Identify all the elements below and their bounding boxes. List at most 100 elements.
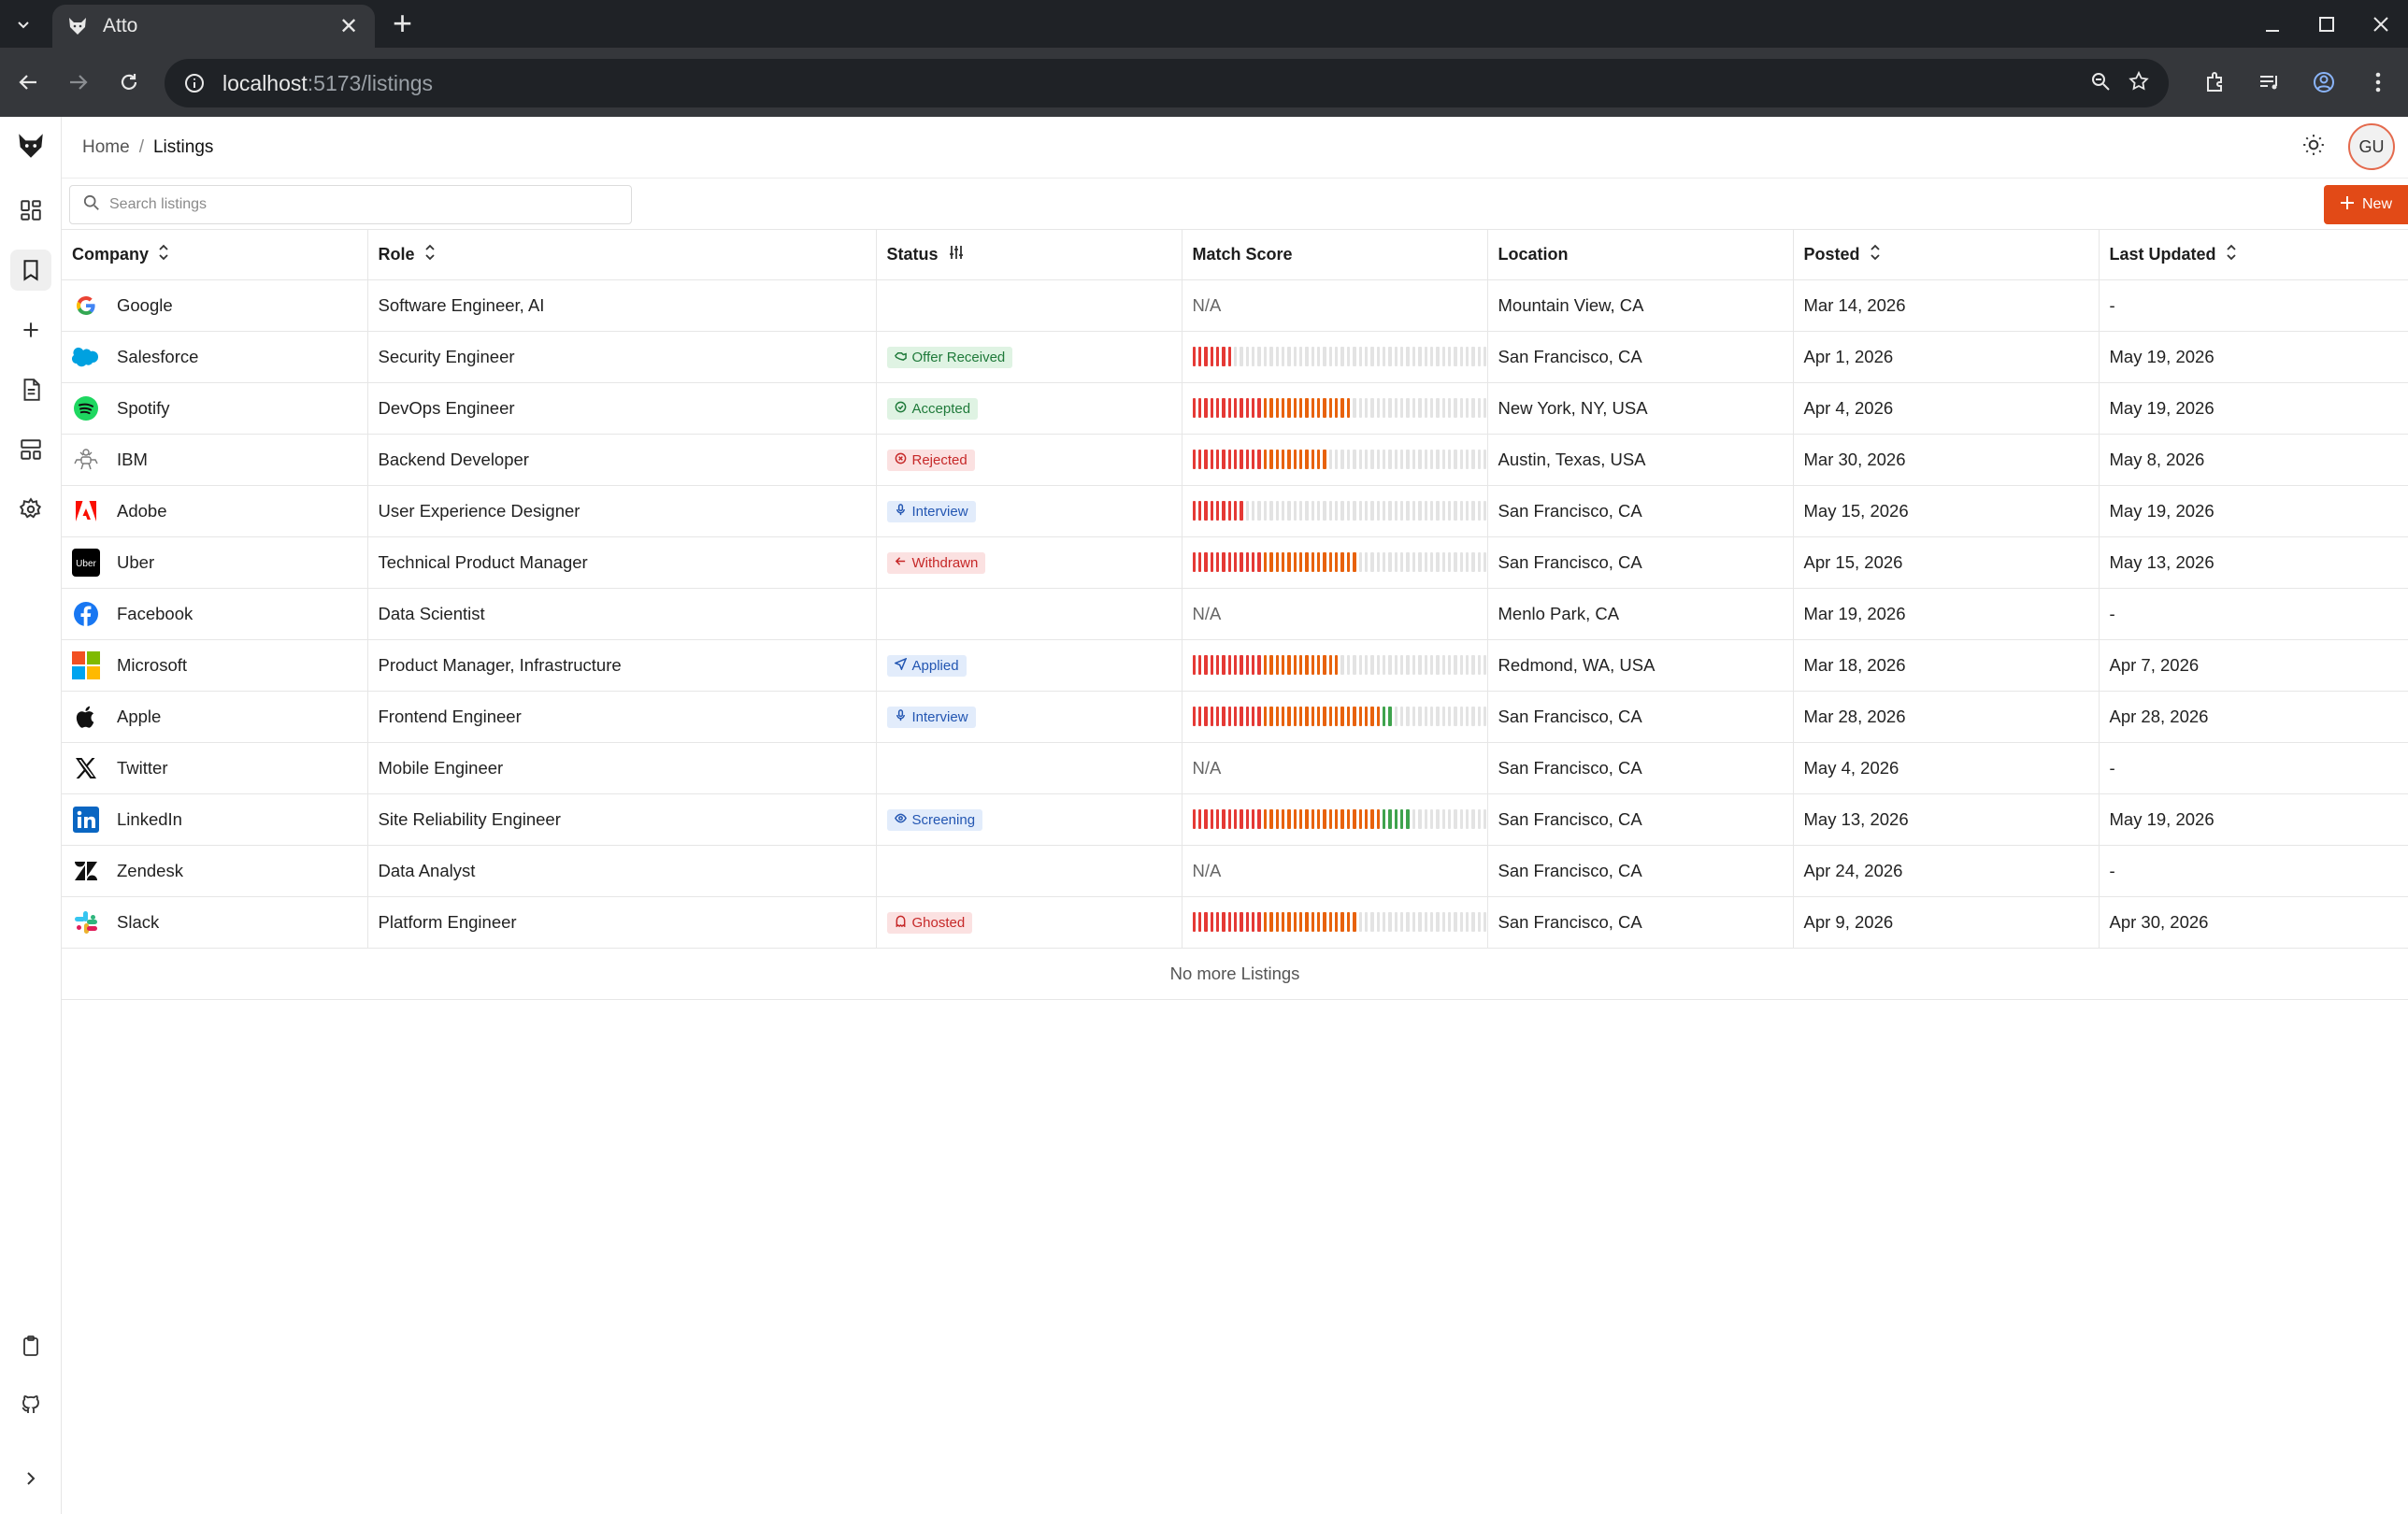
search-input[interactable] [109, 196, 614, 213]
close-window-icon[interactable] [2354, 0, 2408, 48]
sort-icon[interactable] [2226, 244, 2237, 265]
new-listing-button[interactable]: New [2324, 185, 2408, 224]
cell-status: Accepted [876, 382, 1182, 435]
score-segment-filled [1370, 707, 1374, 726]
score-segment-filled [1287, 552, 1291, 572]
score-segment-empty [1436, 398, 1440, 418]
score-segment-empty [1353, 655, 1356, 675]
table-row[interactable]: Slack Platform Engineer Ghosted San Francis… [62, 896, 2408, 949]
score-segment-filled [1215, 809, 1220, 829]
table-row[interactable]: Uber Uber Technical Product Manager Withdra… [62, 536, 2408, 589]
column-header-last-updated[interactable]: Last Updated [2099, 230, 2408, 280]
table-row[interactable]: Spotify DevOps Engineer Accepted New York, … [62, 382, 2408, 435]
cell-status [876, 845, 1182, 897]
table-row[interactable]: Zendesk Data Analyst N/A San Francisco, CA A… [62, 845, 2408, 897]
filter-sliders-icon[interactable] [948, 244, 965, 265]
address-bar[interactable]: localhost:5173/listings [165, 59, 2169, 107]
back-arrow-icon[interactable] [3, 57, 53, 107]
score-segment-empty [1388, 552, 1392, 572]
new-tab-plus-icon[interactable]: + [393, 4, 413, 42]
score-segment-empty [1388, 450, 1392, 469]
sidebar-add-icon[interactable] [10, 309, 51, 350]
sort-icon[interactable] [424, 244, 436, 265]
tab-close-icon[interactable]: ✕ [338, 13, 359, 39]
table-row[interactable]: Apple Frontend Engineer Interview San Franc… [62, 691, 2408, 743]
column-header-company[interactable]: Company [62, 230, 368, 280]
score-segment-filled [1311, 809, 1315, 829]
score-segment-empty [1406, 912, 1410, 932]
table-row[interactable]: Google Software Engineer, AI N/A Mountain V… [62, 279, 2408, 332]
status-badge[interactable]: Rejected [886, 449, 975, 471]
table-row[interactable]: LinkedIn Site Reliability Engineer Screeni… [62, 793, 2408, 846]
score-segment-filled [1227, 912, 1232, 932]
sidebar-layout-icon[interactable] [10, 429, 51, 470]
tab-search-chevron-icon[interactable] [0, 0, 47, 48]
cell-posted: Apr 15, 2026 [1793, 536, 2100, 589]
score-segment-empty [1477, 655, 1482, 675]
score-segment-empty [1311, 501, 1315, 521]
sidebar-clipboard-icon[interactable] [10, 1325, 51, 1366]
score-segment-filled [1192, 552, 1196, 572]
status-badge[interactable]: Offer Received [886, 346, 1013, 368]
status-badge[interactable]: Accepted [886, 397, 979, 420]
score-segment-filled [1311, 398, 1315, 418]
cell-company: Spotify [62, 382, 368, 435]
table-row[interactable]: Adobe User Experience Designer Interview Sa… [62, 485, 2408, 537]
cell-match-score: N/A [1182, 845, 1488, 897]
table-row[interactable]: Facebook Data Scientist N/A Menlo Park, CA M… [62, 588, 2408, 640]
score-segment-empty [1484, 912, 1487, 932]
score-segment-empty [1436, 501, 1440, 521]
screening-status-icon [894, 812, 907, 828]
sidebar-listings-bookmark-icon[interactable] [9, 250, 51, 291]
sidebar-document-icon[interactable] [10, 369, 51, 410]
search-box[interactable] [69, 185, 632, 224]
score-segment-filled [1340, 809, 1344, 829]
status-badge[interactable]: Interview [886, 500, 976, 522]
sidebar-dashboard-icon[interactable] [10, 190, 51, 231]
score-segment-empty [1346, 655, 1351, 675]
cell-role: Platform Engineer [367, 896, 877, 949]
sidebar-expand-chevron-icon[interactable] [10, 1458, 51, 1499]
media-queue-icon[interactable] [2247, 60, 2292, 105]
status-badge[interactable]: Ghosted [886, 911, 973, 934]
table-header-row: Company Role Status Match Score Location… [62, 230, 2408, 280]
forward-arrow-icon[interactable] [53, 57, 104, 107]
browser-tab[interactable]: Atto ✕ [52, 5, 375, 48]
maximize-icon[interactable] [2300, 0, 2354, 48]
column-header-posted[interactable]: Posted [1793, 230, 2100, 280]
extensions-puzzle-icon[interactable] [2193, 60, 2238, 105]
score-segment-empty [1424, 347, 1427, 366]
sort-icon[interactable] [158, 244, 169, 265]
minimize-icon[interactable] [2245, 0, 2300, 48]
profile-icon[interactable] [2301, 60, 2346, 105]
score-segment-empty [1364, 501, 1369, 521]
column-header-status[interactable]: Status [876, 230, 1182, 280]
salesforce-logo-icon [72, 343, 100, 371]
table-row[interactable]: Salesforce Security Engineer Offer Receive… [62, 331, 2408, 383]
fox-logo-icon[interactable] [15, 130, 47, 162]
theme-toggle-sun-icon[interactable] [2301, 133, 2326, 162]
status-badge[interactable]: Interview [886, 706, 976, 728]
sidebar-github-icon[interactable] [10, 1383, 51, 1424]
status-badge[interactable]: Applied [886, 654, 967, 677]
score-segment-empty [1418, 552, 1422, 572]
sidebar-settings-icon[interactable] [10, 489, 51, 530]
table-row[interactable]: Microsoft Product Manager, Infrastructure… [62, 639, 2408, 692]
table-row[interactable]: Twitter Mobile Engineer N/A San Francisco, … [62, 742, 2408, 794]
reload-icon[interactable] [104, 57, 154, 107]
breadcrumb-home-link[interactable]: Home [82, 136, 130, 157]
column-header-role[interactable]: Role [367, 230, 877, 280]
score-segment-empty [1459, 552, 1464, 572]
score-segment-empty [1424, 707, 1427, 726]
status-badge[interactable]: Screening [886, 808, 983, 831]
bookmark-star-icon[interactable] [2128, 70, 2150, 97]
score-segment-empty [1424, 655, 1427, 675]
zoom-icon[interactable] [2090, 71, 2111, 96]
sort-icon[interactable] [1870, 244, 1881, 265]
user-avatar[interactable]: GU [2348, 123, 2395, 170]
site-info-icon[interactable] [170, 72, 219, 94]
table-row[interactable]: IBM Backend Developer Rejected Austin, Texa… [62, 434, 2408, 486]
browser-menu-icon[interactable] [2356, 60, 2401, 105]
status-badge[interactable]: Withdrawn [886, 551, 986, 574]
score-segment-empty [1400, 552, 1404, 572]
